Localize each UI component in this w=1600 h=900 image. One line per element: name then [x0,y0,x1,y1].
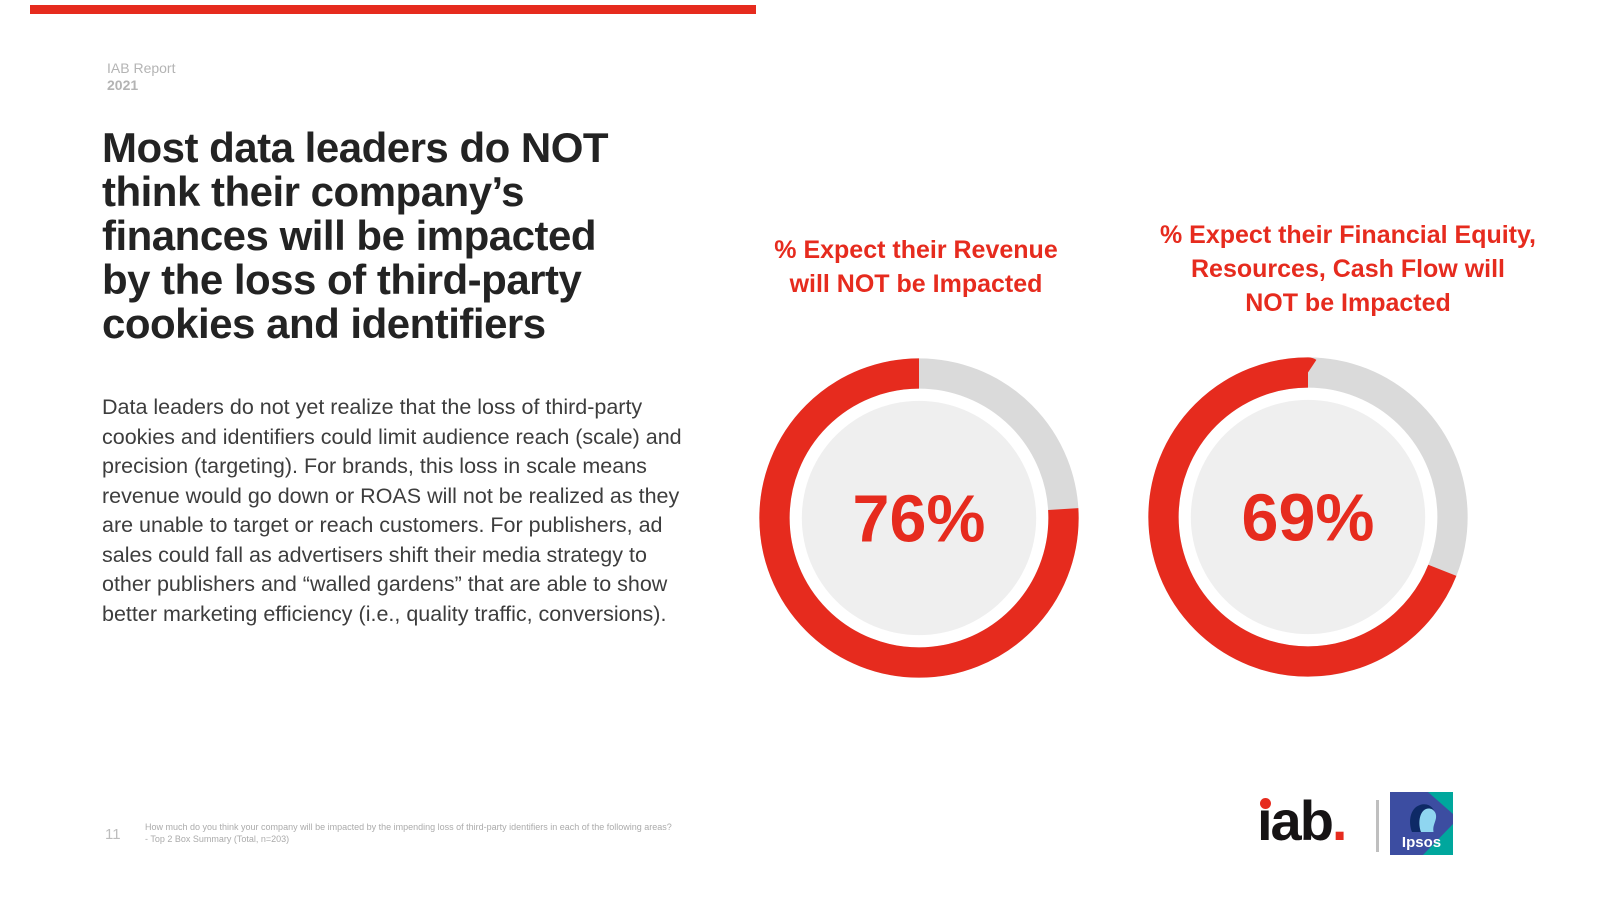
report-name: IAB Report [107,60,176,76]
body-paragraph: Data leaders do not yet realize that the… [102,395,682,626]
svg-text:69%: 69% [1242,481,1375,555]
svg-text:76%: 76% [853,482,986,556]
chart2-title: % Expect their Financial Equity, Resourc… [1159,221,1536,317]
iab-logo-red-dot-icon [1260,798,1271,809]
headline: Most data leaders do NOT think their com… [102,124,609,347]
report-label: IAB Report 2021 [107,60,175,94]
logo-divider [1376,800,1379,852]
chart1-title: % Expect their Revenue will NOT be Impac… [774,236,1058,298]
iab-logo: ıab. [1257,788,1348,853]
chart1-donut: 76% [753,352,1085,684]
footnote: How much do you think your company will … [145,822,685,845]
ipsos-logo-icon: Ipsos [1390,792,1453,855]
chart2-donut: 69% [1142,351,1474,683]
report-year: 2021 [107,77,139,93]
iab-logo-period: . [1331,789,1348,852]
top-accent-bar [30,5,756,14]
page-number: 11 [105,826,121,843]
svg-text:Ipsos: Ipsos [1402,834,1441,851]
footnote-line2: - Top 2 Box Summary (Total, n=203) [145,833,290,844]
footnote-line1: How much do you think your company will … [145,822,672,832]
ipsos-logo: Ipsos [1390,792,1453,855]
